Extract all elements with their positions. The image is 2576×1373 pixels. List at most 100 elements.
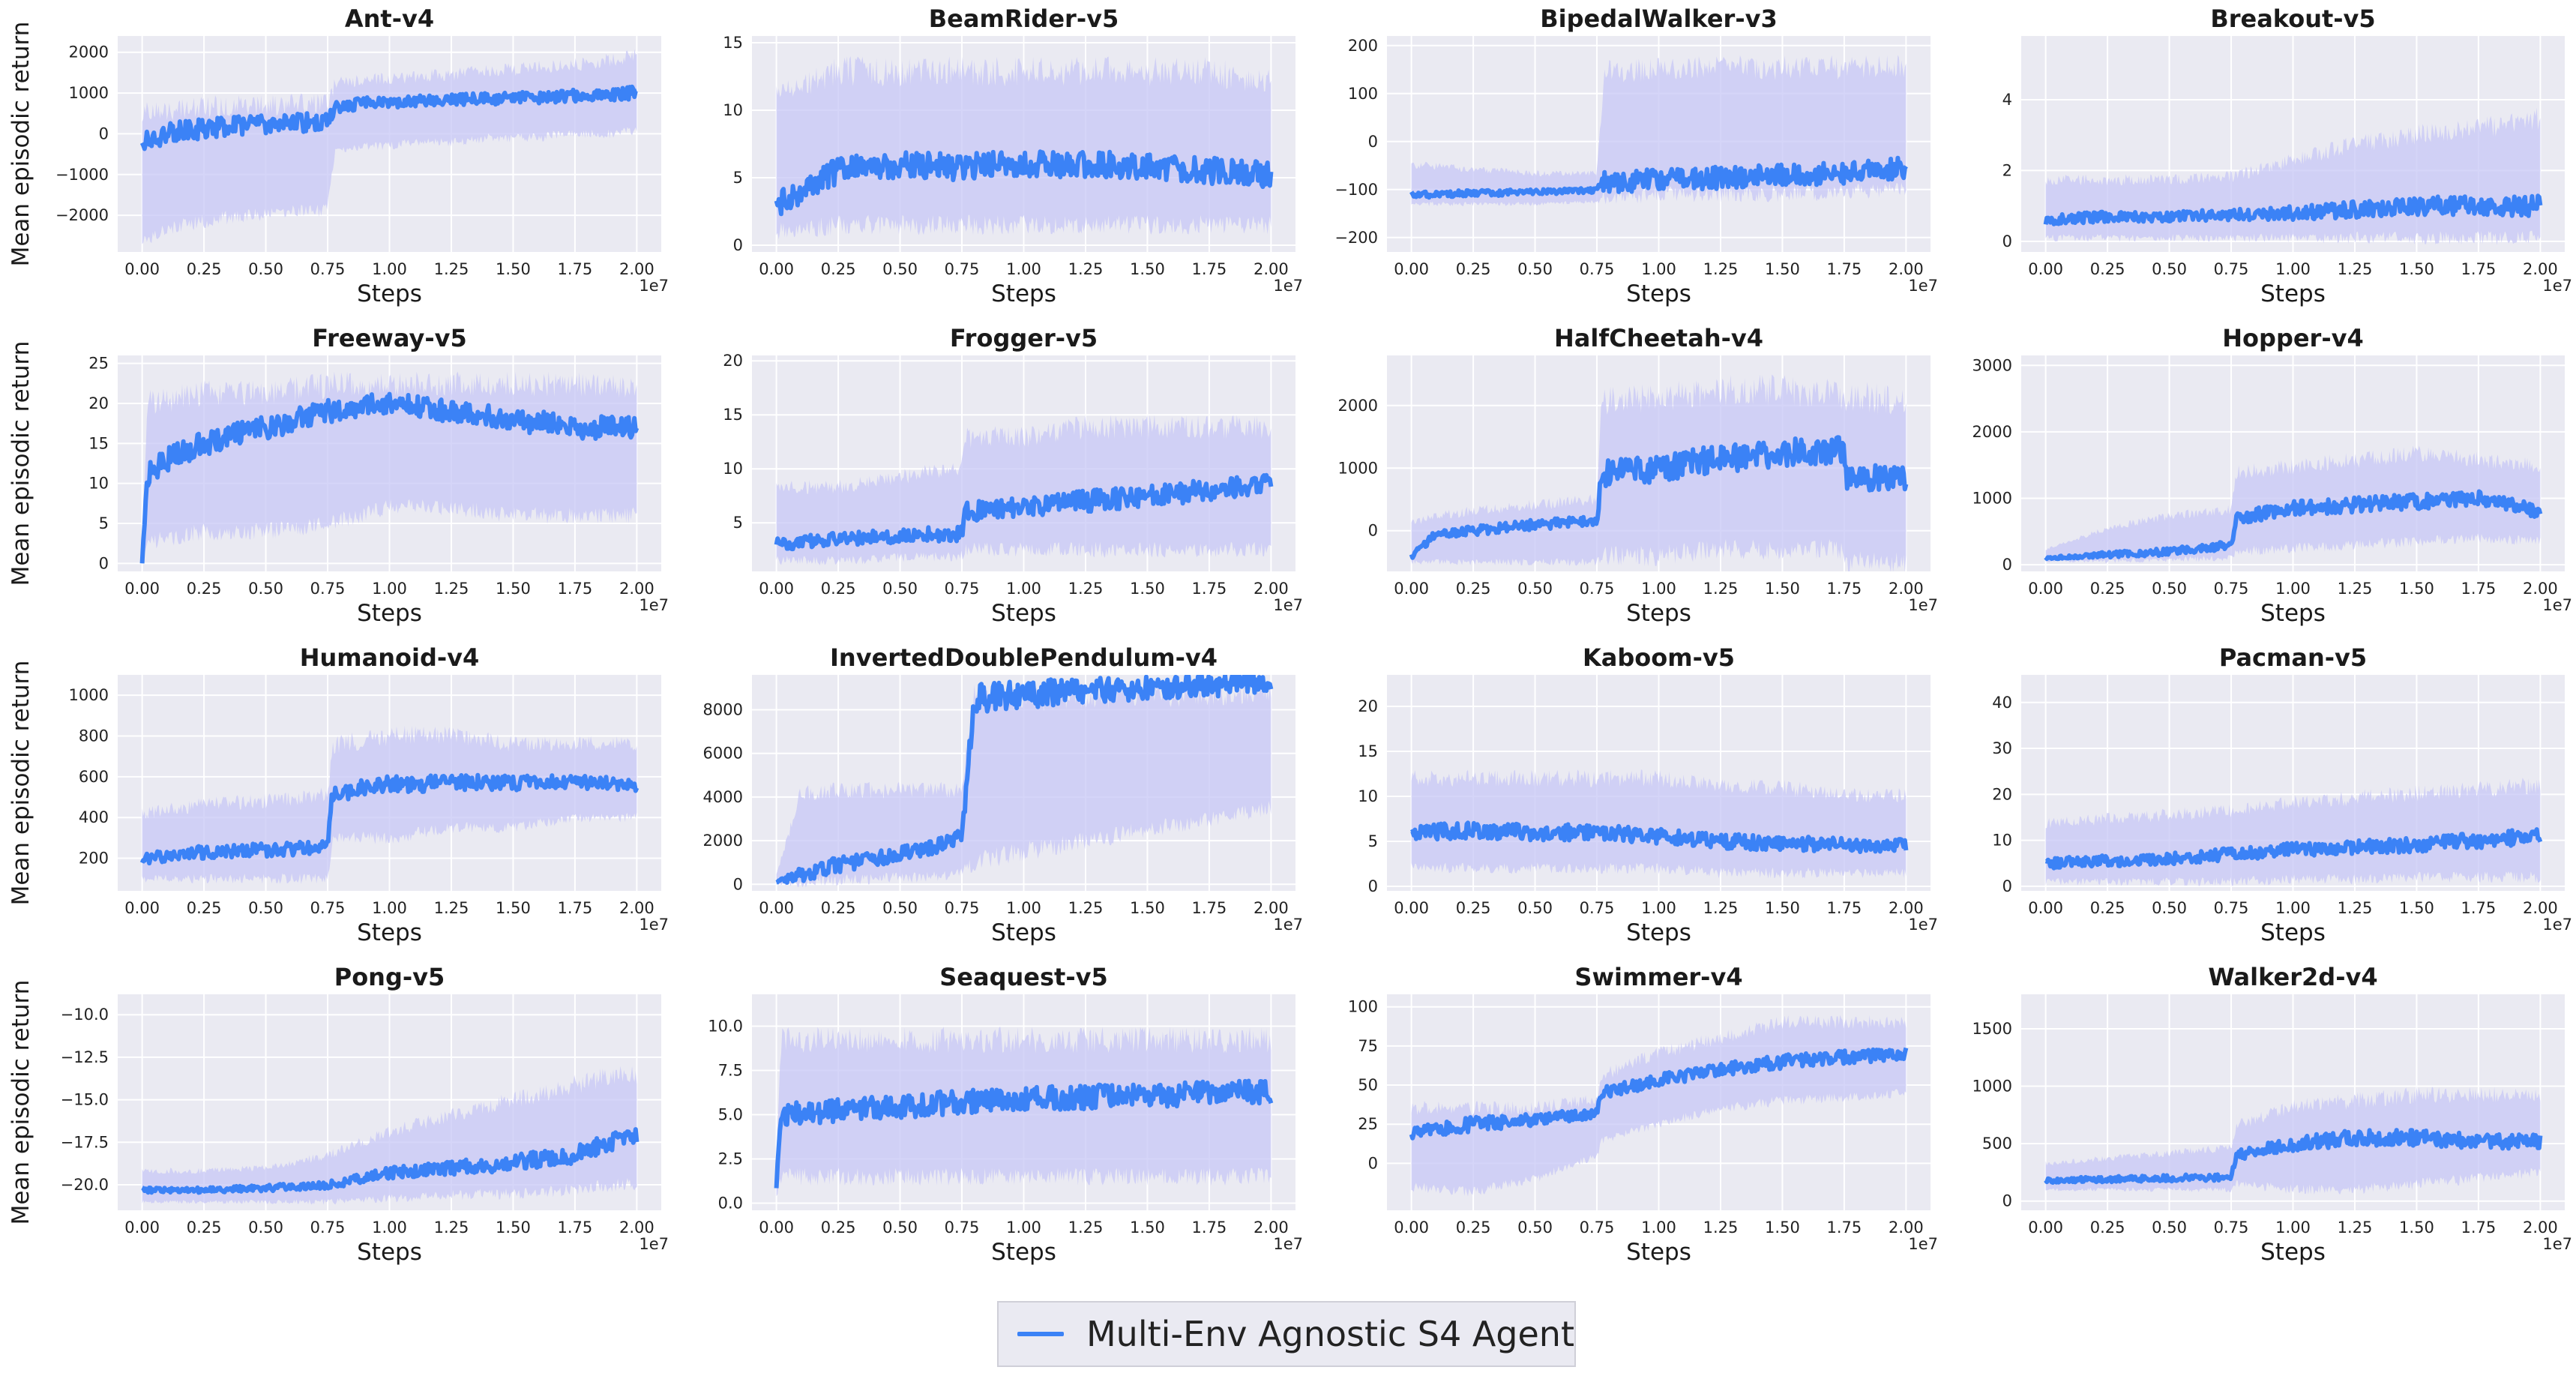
x-tick-label: 2.00 <box>2523 260 2558 278</box>
subplot-title: Freeway-v5 <box>312 324 466 352</box>
x-tick-label: 1.25 <box>2338 580 2373 598</box>
x-tick-label: 1.25 <box>434 899 469 917</box>
x-tick-label: 0.00 <box>2028 1219 2063 1237</box>
y-tick-label: 30 <box>1992 739 2012 757</box>
y-tick-label: 200 <box>79 850 109 868</box>
x-exponent-label: 1e7 <box>1908 277 1938 295</box>
y-tick-label: −100 <box>1334 181 1378 199</box>
x-tick-label: 1.25 <box>1068 899 1104 917</box>
y-tick-label: −20.0 <box>61 1176 109 1194</box>
x-tick-label: 0.50 <box>248 1219 283 1237</box>
subplot-title: Ant-v4 <box>345 4 434 33</box>
y-tick-label: 2000 <box>1972 423 2012 441</box>
mean-line <box>2044 1128 2543 1185</box>
x-tick-label: 1.75 <box>2461 899 2497 917</box>
x-exponent-label: 1e7 <box>1908 1235 1938 1253</box>
x-tick-label: 1.00 <box>372 1219 407 1237</box>
y-tick-label: 0 <box>2002 877 2012 895</box>
x-tick-label: 1.75 <box>2461 260 2497 278</box>
x-tick-label: 0.50 <box>1517 899 1553 917</box>
subplot-ant-v4: Ant-v4 0.00 0.25 0.50 0.75 1.00 1.25 1.50 1.75 2.… <box>7 4 669 307</box>
x-tick-label: 0.00 <box>2028 899 2063 917</box>
y-tick-label: 100 <box>1348 998 1378 1016</box>
x-axis-label: Steps <box>1626 919 1691 946</box>
y-tick-label: 10 <box>1358 787 1378 805</box>
x-tick-label: 1.50 <box>1765 260 1800 278</box>
x-tick-label: 2.00 <box>1889 260 1924 278</box>
x-tick-label: 2.00 <box>2523 899 2558 917</box>
x-tick-label: 0.75 <box>310 580 346 598</box>
y-tick-label: 2000 <box>69 43 109 61</box>
x-exponent-label: 1e7 <box>1273 596 1303 614</box>
x-tick-label: 0.50 <box>1517 580 1553 598</box>
y-tick-label: 1000 <box>1338 459 1378 477</box>
y-tick-label: 3000 <box>1972 356 2012 374</box>
x-tick-label: 1.00 <box>372 899 407 917</box>
x-axis-label: Steps <box>2260 280 2326 307</box>
y-tick-label: 5 <box>733 169 743 187</box>
x-tick-label: 2.00 <box>1254 1219 1289 1237</box>
y-tick-label: 5 <box>99 514 109 532</box>
x-tick-label: 0.25 <box>2090 899 2125 917</box>
x-tick-label: 0.25 <box>187 1219 222 1237</box>
x-tick-label: 0.50 <box>2152 260 2187 278</box>
subplot-title: Seaquest-v5 <box>939 963 1107 991</box>
x-tick-label: 1.50 <box>1130 1219 1165 1237</box>
x-exponent-label: 1e7 <box>2542 277 2572 295</box>
subplot-swimmer-v4: Swimmer-v4 0.00 0.25 0.50 0.75 1.00 1.25 1.50 1.… <box>1348 963 1938 1266</box>
x-tick-label: 0.25 <box>821 899 856 917</box>
x-tick-label: 0.50 <box>1517 260 1553 278</box>
x-tick-label: 0.25 <box>1456 1219 1491 1237</box>
x-tick-label: 0.75 <box>2214 260 2249 278</box>
x-tick-label: 1.00 <box>372 580 407 598</box>
y-tick-label: 8000 <box>703 701 743 719</box>
y-tick-label: −200 <box>1334 229 1378 247</box>
subplot-seaquest-v5: Seaquest-v5 0.00 0.25 0.50 0.75 1.00 1.25 1.50 1… <box>708 963 1303 1266</box>
mean-line <box>775 675 1274 885</box>
x-axis-label: Steps <box>357 1239 422 1266</box>
x-tick-label: 0.00 <box>759 899 794 917</box>
y-tick-label: 15 <box>1358 742 1378 760</box>
mean-line <box>2043 193 2543 226</box>
y-tick-label: 10 <box>723 460 743 478</box>
x-exponent-label: 1e7 <box>1273 1235 1303 1253</box>
subplot-title: Humanoid-v4 <box>300 643 480 672</box>
x-tick-label: 0.50 <box>248 260 283 278</box>
x-axis-label: Steps <box>991 280 1056 307</box>
legend-line-swatch <box>1017 1332 1064 1336</box>
subplot-title: Frogger-v5 <box>950 324 1098 352</box>
y-tick-label: 25 <box>1358 1115 1378 1133</box>
subplot-halfcheetah-v4: HalfCheetah-v4 0.00 0.25 0.50 0.75 1.00 1.25 1.… <box>1338 324 1938 627</box>
y-tick-label: −2000 <box>55 206 109 224</box>
y-tick-label: 5.0 <box>718 1106 743 1124</box>
x-tick-label: 0.00 <box>759 260 794 278</box>
y-tick-label: 1000 <box>69 686 109 704</box>
x-tick-label: 1.00 <box>1641 1219 1676 1237</box>
x-axis-label: Steps <box>1626 1239 1691 1266</box>
y-tick-label: 7.5 <box>718 1062 743 1080</box>
mean-line <box>1409 435 1909 560</box>
x-tick-label: 1.00 <box>2275 260 2311 278</box>
x-exponent-label: 1e7 <box>639 596 669 614</box>
x-tick-label: 0.75 <box>2214 899 2249 917</box>
x-tick-label: 1.50 <box>1130 260 1165 278</box>
y-axis-label: Mean episodic return <box>7 22 34 267</box>
x-tick-label: 0.50 <box>1517 1219 1553 1237</box>
x-axis-label: Steps <box>357 280 422 307</box>
x-tick-label: 0.25 <box>821 1219 856 1237</box>
x-tick-label: 1.25 <box>1703 260 1739 278</box>
x-tick-label: 1.75 <box>558 260 593 278</box>
x-exponent-label: 1e7 <box>639 916 669 934</box>
x-tick-label: 2.00 <box>1254 260 1289 278</box>
x-tick-label: 0.25 <box>2090 580 2125 598</box>
x-tick-label: 0.25 <box>821 260 856 278</box>
mean-line <box>774 149 1274 217</box>
x-tick-label: 1.75 <box>2461 580 2497 598</box>
subplot-title: Kaboom-v5 <box>1583 643 1735 672</box>
subplot-kaboom-v5: Kaboom-v5 0.00 0.25 0.50 0.75 1.00 1.25 1.50 1.7… <box>1358 643 1938 946</box>
x-tick-label: 0.00 <box>2028 260 2063 278</box>
x-tick-label: 0.75 <box>310 260 346 278</box>
x-tick-label: 0.75 <box>945 1219 980 1237</box>
x-tick-label: 1.75 <box>1192 1219 1227 1237</box>
mean-line <box>2044 827 2543 871</box>
